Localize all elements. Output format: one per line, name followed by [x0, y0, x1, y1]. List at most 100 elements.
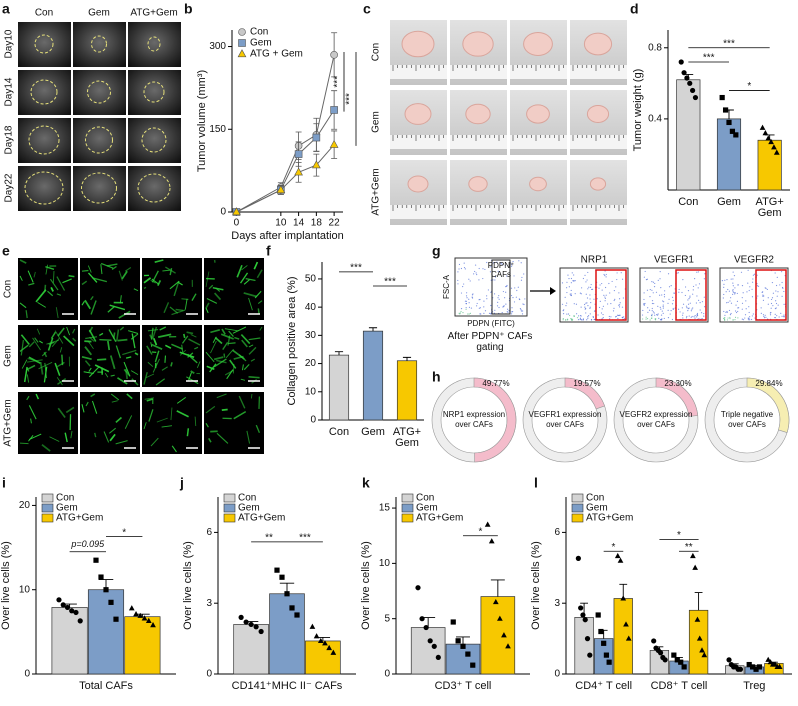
flow-plot — [559, 267, 629, 323]
collagen-fiber — [20, 334, 30, 345]
collagen-fiber — [173, 281, 180, 297]
panel-letter: k — [362, 475, 370, 491]
y-axis-label: Over live cells (%) — [0, 541, 12, 630]
data-point — [294, 150, 303, 158]
event-dot — [593, 298, 595, 300]
event-dot — [727, 288, 729, 291]
collagen-fiber — [19, 302, 27, 309]
event-dot — [492, 279, 494, 281]
donut-segment — [655, 377, 699, 417]
legend-swatch — [223, 493, 236, 503]
event-dot — [582, 277, 585, 280]
data-point — [690, 552, 696, 559]
event-dot — [725, 291, 727, 293]
event-dot — [603, 294, 605, 296]
event-dot — [704, 273, 706, 275]
event-dot — [699, 309, 701, 311]
event-dot — [590, 283, 592, 286]
ultrasound-image — [73, 70, 126, 115]
event-dot — [742, 319, 745, 321]
event-dot — [601, 289, 603, 291]
collagen-fiber — [233, 410, 247, 420]
event-dot — [690, 310, 692, 312]
collagen-fiber — [236, 264, 243, 278]
event-dot — [467, 313, 469, 315]
event-dot — [562, 317, 564, 320]
event-dot — [608, 282, 610, 285]
event-dot — [671, 296, 674, 298]
event-dot — [465, 302, 467, 305]
event-dot — [602, 305, 604, 307]
event-dot — [460, 267, 463, 270]
data-point — [98, 574, 104, 580]
ultrasound-image — [73, 118, 126, 163]
data-point — [620, 595, 627, 601]
y-tick-label: 0 — [554, 669, 560, 680]
collagen-fiber — [23, 366, 28, 383]
event-dot — [732, 293, 734, 295]
legend-label: Gem — [238, 503, 260, 514]
annotation: * — [747, 81, 751, 92]
event-dot — [781, 315, 783, 317]
event-dot — [696, 295, 698, 297]
event-dot — [723, 286, 725, 289]
event-dot — [651, 289, 653, 291]
collagen-fiber — [34, 337, 39, 343]
legend-marker — [237, 49, 247, 58]
collagen-fiber — [162, 269, 171, 272]
event-dot — [520, 309, 522, 311]
event-dot — [734, 319, 736, 321]
legend-label: Gem — [416, 503, 438, 514]
event-dot — [678, 291, 680, 293]
event-dot — [616, 278, 618, 281]
event-dot — [568, 277, 570, 280]
event-dot — [612, 310, 615, 312]
event-dot — [701, 301, 704, 303]
collagen-fiber — [28, 435, 34, 442]
event-dot — [572, 280, 574, 282]
y-tick-label: 150 — [209, 124, 226, 135]
event-dot — [584, 306, 586, 308]
event-dot — [478, 279, 480, 281]
event-dot — [752, 278, 754, 280]
event-dot — [733, 292, 735, 294]
event-dot — [741, 284, 744, 287]
event-dot — [761, 291, 763, 293]
data-point — [651, 638, 657, 644]
data-point — [289, 605, 295, 611]
event-dot — [687, 299, 689, 301]
event-dot — [589, 306, 591, 308]
event-dot — [465, 307, 467, 309]
data-point — [737, 666, 744, 672]
axis-label: PDPN (FITC) — [467, 319, 515, 328]
collagen-fiber — [37, 301, 46, 308]
event-dot — [651, 281, 653, 283]
bar — [445, 643, 481, 675]
event-dot — [771, 281, 774, 284]
collagen-fiber — [205, 405, 216, 414]
event-dot — [687, 290, 690, 292]
donut-segment — [473, 377, 517, 463]
legend-label: Gem — [250, 38, 272, 49]
event-dot — [484, 268, 486, 271]
event-dot — [570, 294, 572, 296]
data-point — [128, 605, 135, 611]
event-dot — [562, 313, 565, 315]
event-dot — [587, 271, 589, 274]
event-dot — [462, 312, 464, 314]
ruler — [510, 135, 567, 149]
collagen-fiber — [52, 271, 55, 283]
event-dot — [585, 302, 587, 304]
event-dot — [463, 262, 465, 264]
collagen-fiber — [47, 290, 54, 297]
collagen-fiber — [72, 337, 77, 342]
collagen-fiber — [106, 263, 118, 267]
collagen-fiber — [27, 357, 38, 362]
event-dot — [574, 280, 576, 282]
bar — [269, 593, 305, 675]
event-dot — [685, 305, 688, 307]
row-label: Gem — [371, 111, 382, 133]
event-dot — [696, 314, 699, 317]
event-dot — [642, 303, 645, 305]
collagen-fiber — [214, 336, 223, 345]
